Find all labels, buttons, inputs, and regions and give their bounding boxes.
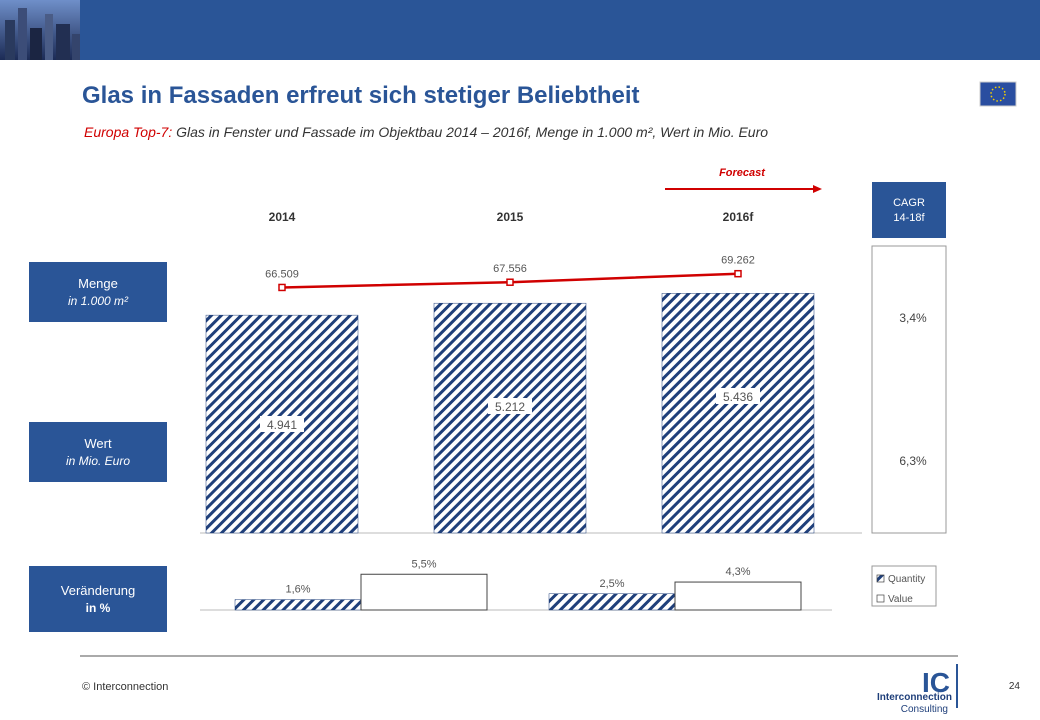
row-label: in % <box>86 601 111 615</box>
row-label-box <box>29 566 167 632</box>
bar <box>674 581 802 611</box>
bar <box>234 599 362 611</box>
value-label: 2,5% <box>599 578 624 590</box>
logo: IC Interconnection Consulting <box>877 664 958 715</box>
bar <box>360 573 488 611</box>
row-label: in Mio. Euro <box>66 454 130 468</box>
value-label: 1,6% <box>285 584 310 596</box>
value-label: 4,3% <box>725 566 750 578</box>
cagr-title: CAGR <box>893 197 925 209</box>
legend-label: Quantity <box>888 574 925 585</box>
header-photo <box>0 0 80 60</box>
row-label: Veränderung <box>61 583 135 598</box>
row-label: in 1.000 m² <box>68 294 129 308</box>
cagr-value: 3,4% <box>899 311 927 325</box>
value-label-bg <box>260 416 304 432</box>
cagr-title: 14-18f <box>893 212 925 224</box>
value-label: 4.941 <box>267 418 297 432</box>
cagr-value: 6,3% <box>899 454 927 468</box>
bar <box>433 302 587 534</box>
value-label-bg <box>488 398 532 414</box>
line-label: 66.509 <box>265 268 299 280</box>
x-tick-label: 2015 <box>497 210 524 224</box>
eu-flag <box>979 81 1017 107</box>
x-tick-label: 2016f <box>723 210 755 224</box>
copyright: © Interconnection <box>82 681 168 693</box>
line-point <box>278 283 286 292</box>
value-label: 5.436 <box>723 390 753 404</box>
value-label-bg <box>716 388 760 404</box>
row-label-box <box>29 262 167 322</box>
header-band <box>0 0 1040 60</box>
cagr-box <box>871 245 947 534</box>
subtitle-text: Glas in Fenster und Fassade im Objektbau… <box>172 124 768 140</box>
page-number: 24 <box>1009 681 1021 692</box>
forecast-arrow <box>665 185 822 193</box>
legend-label: Value <box>888 594 913 605</box>
title: Glas in Fassaden erfreut sich stetiger B… <box>82 82 640 109</box>
line-point <box>734 269 742 278</box>
line-point <box>506 278 514 286</box>
logo-text: Consulting <box>901 704 948 715</box>
x-tick-label: 2014 <box>269 210 296 224</box>
line-label: 67.556 <box>493 263 527 275</box>
legend-swatch <box>876 594 885 603</box>
logo-text: Interconnection <box>877 692 952 703</box>
subtitle: Europa Top-7: Glas in Fenster und Fassad… <box>84 124 768 140</box>
value-label: 5.212 <box>495 400 525 414</box>
logo-mark: IC <box>922 667 950 698</box>
forecast-label: Forecast <box>719 167 766 179</box>
line-label: 69.262 <box>721 255 755 267</box>
cagr-header <box>872 182 946 238</box>
subtitle-lead: Europa Top-7: <box>84 124 172 140</box>
legend-swatch <box>876 574 885 583</box>
value-label: 5,5% <box>411 558 436 570</box>
row-label: Menge <box>78 276 118 291</box>
bar <box>548 593 676 611</box>
row-label-box <box>29 422 167 482</box>
row-label: Wert <box>84 436 112 451</box>
bar <box>661 293 815 534</box>
